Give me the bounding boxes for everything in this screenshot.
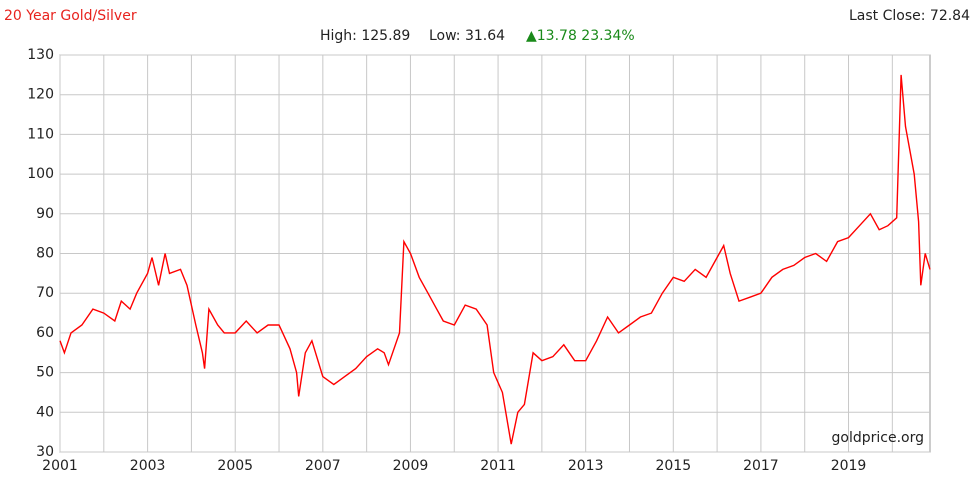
watermark: goldprice.org [832, 430, 924, 446]
last-close: Last Close: 72.84 [849, 8, 970, 24]
y-tick-label: 110 [27, 126, 54, 142]
x-tick-label: 2005 [217, 458, 253, 474]
data-line [59, 74, 931, 445]
stat-low: Low: 31.64 [429, 28, 505, 44]
y-tick-label: 130 [27, 47, 54, 63]
chart-title: 20 Year Gold/Silver [4, 8, 137, 24]
x-tick-label: 2019 [831, 458, 867, 474]
x-tick-label: 2009 [393, 458, 429, 474]
x-tick-label: 2017 [743, 458, 779, 474]
x-tick-label: 2015 [655, 458, 691, 474]
stat-high: High: 125.89 [320, 28, 410, 44]
stat-change: ▲13.78 23.34% [526, 28, 635, 44]
y-tick-label: 90 [36, 206, 54, 222]
x-tick-label: 2013 [568, 458, 604, 474]
y-tick-label: 30 [36, 444, 54, 460]
y-tick-label: 60 [36, 325, 54, 341]
y-tick-label: 120 [27, 87, 54, 103]
y-tick-label: 50 [36, 365, 54, 381]
y-tick-label: 40 [36, 404, 54, 420]
y-tick-label: 70 [36, 285, 54, 301]
y-tick-label: 100 [27, 166, 54, 182]
y-tick-label: 80 [36, 246, 54, 262]
x-tick-label: 2003 [130, 458, 166, 474]
x-tick-label: 2011 [480, 458, 516, 474]
x-tick-label: 2001 [42, 458, 78, 474]
x-tick-label: 2007 [305, 458, 341, 474]
